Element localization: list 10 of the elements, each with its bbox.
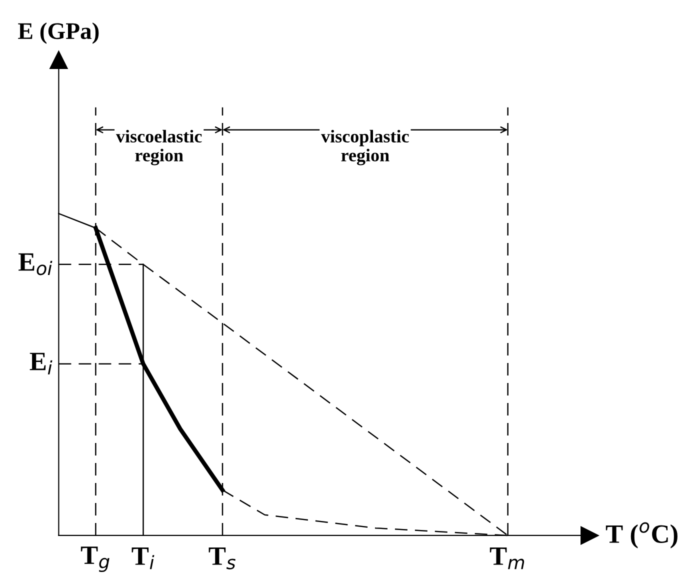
ref-line-label: E$_{i}$ [30,352,52,374]
x-tick-label: T$_{g}$ [80,546,110,572]
ref-line-label: E$_{oi}$ [18,253,52,276]
x-axis-title: T ($^{o}$C) [606,522,678,548]
text: E (GPa) [18,22,99,44]
x-tick-label: T$_{s}$ [208,547,236,570]
x-tick-label: T$_{m}$ [490,547,524,570]
text: viscoelastic region [116,130,202,166]
text: viscoplastic region [321,130,409,166]
x-tick-label: T$_{i}$ [132,547,154,570]
